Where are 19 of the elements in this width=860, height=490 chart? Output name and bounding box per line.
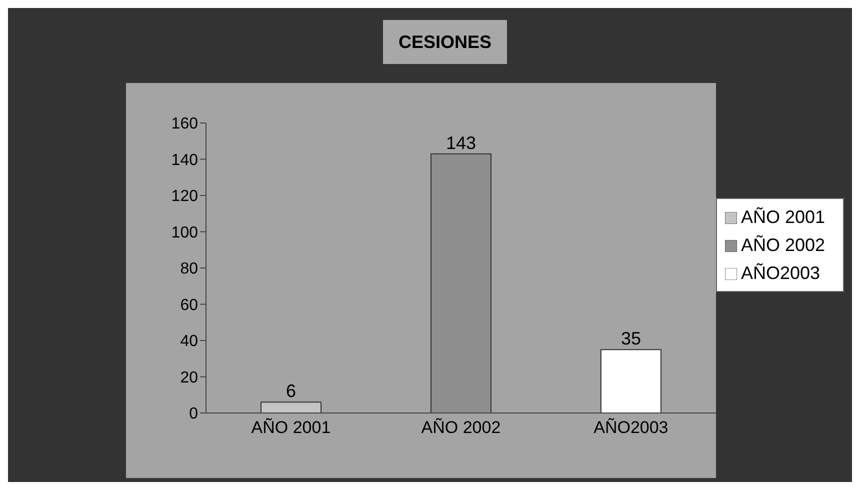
chart-title: CESIONES [383, 20, 507, 64]
x-tick-label: AÑO2003 [594, 418, 668, 438]
y-tick-label: 60 [180, 296, 198, 314]
x-tick-label: AÑO 2002 [421, 418, 501, 438]
legend-label: AÑO 2001 [740, 207, 825, 227]
y-tick-label: 40 [180, 333, 198, 350]
x-tick-label: AÑO 2001 [251, 418, 331, 438]
y-tick-label: 0 [189, 406, 198, 423]
y-tick-label: 140 [171, 152, 198, 169]
y-tick-label: 120 [171, 188, 198, 206]
y-tick-label: 80 [180, 260, 198, 278]
y-tick-label: 160 [171, 116, 198, 133]
legend-label: AÑO2003 [740, 263, 820, 283]
y-tick-label: 100 [171, 224, 198, 242]
y-tick-label: 20 [180, 369, 198, 386]
data-label: 143 [446, 132, 476, 153]
data-label: 6 [286, 381, 296, 402]
data-label: 35 [620, 328, 641, 349]
legend-label: AÑO 2002 [740, 235, 825, 255]
